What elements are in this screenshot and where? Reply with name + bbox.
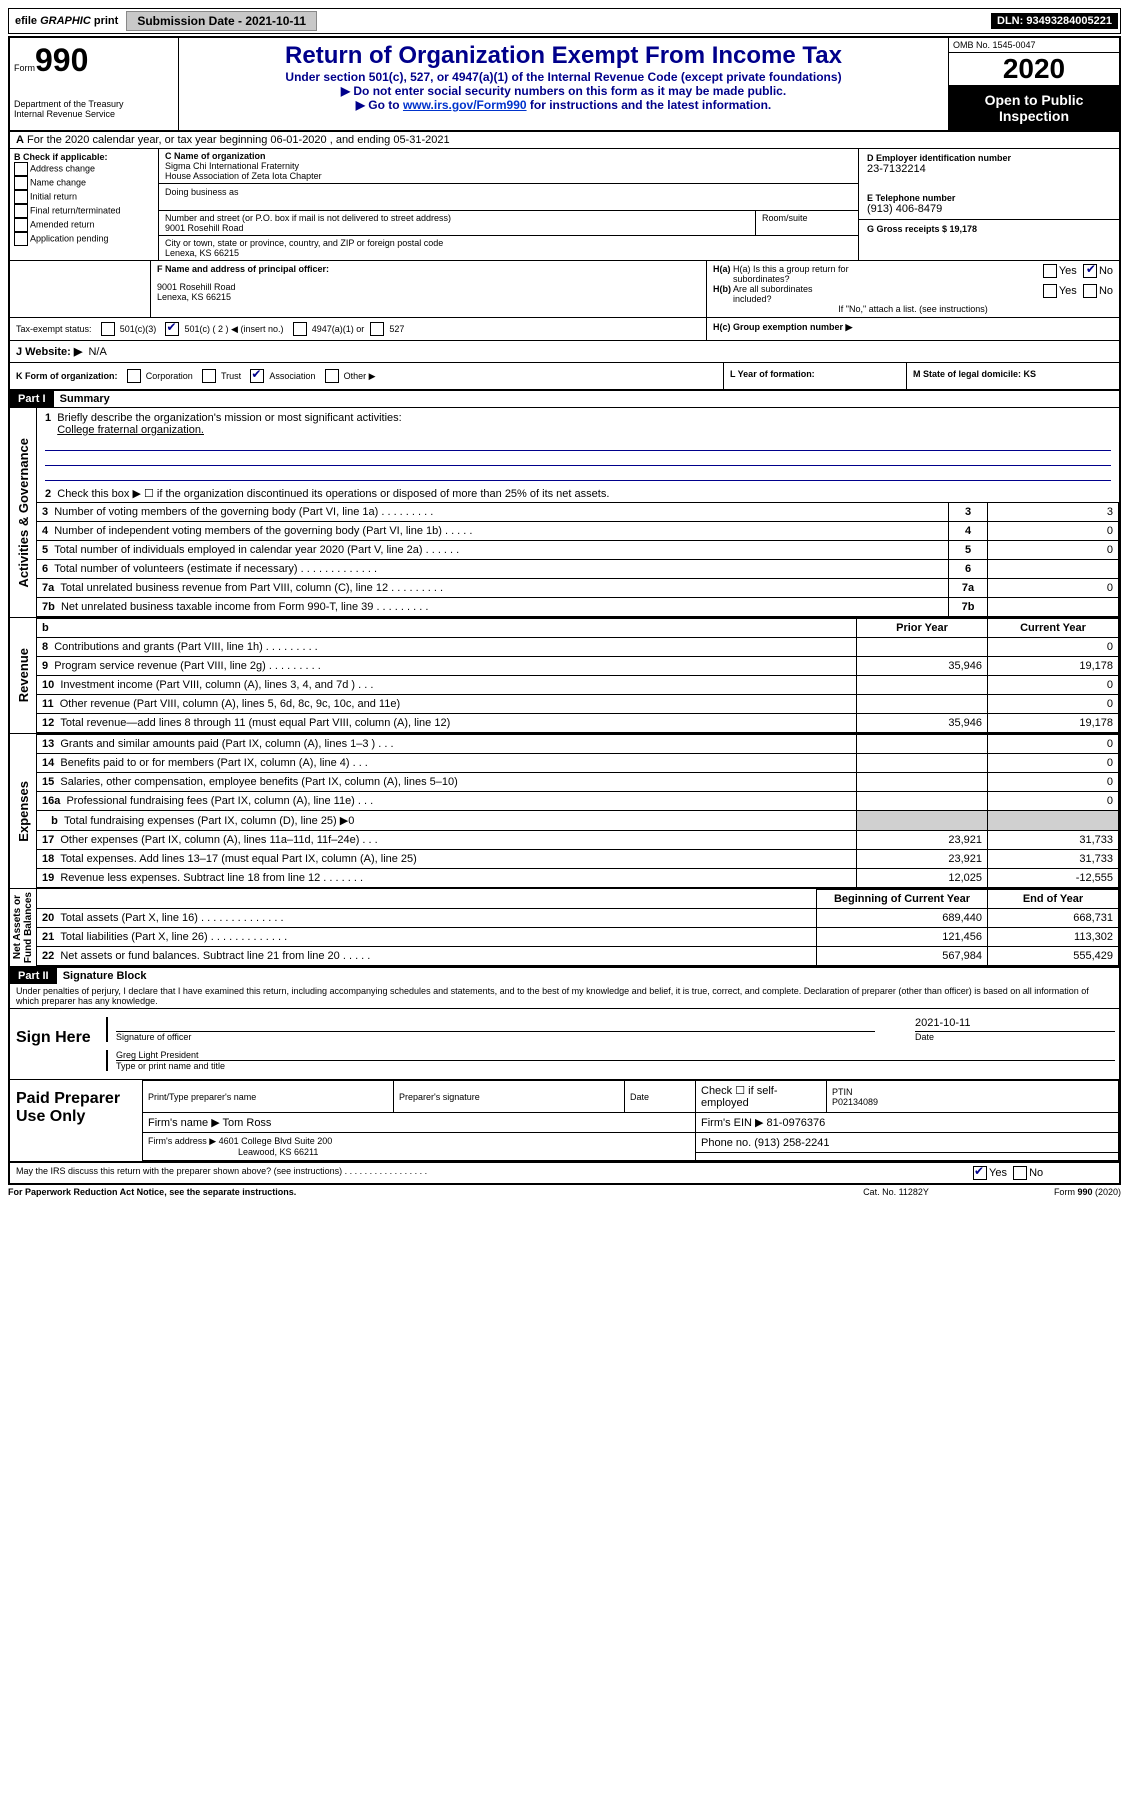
table-row: 18 Total expenses. Add lines 13–17 (must… — [37, 850, 1119, 869]
sig-officer-label: Signature of officer — [116, 1032, 875, 1042]
line-l: L Year of formation: — [723, 363, 906, 389]
box-deg: D Employer identification number23-71322… — [859, 149, 1119, 260]
box-f: F Name and address of principal officer:… — [151, 261, 707, 317]
net-table: Beginning of Current YearEnd of Year 20 … — [37, 889, 1119, 966]
table-row: 9 Program service revenue (Part VIII, li… — [37, 657, 1119, 676]
box-h: H(a) H(a) Is this a group return for sub… — [707, 261, 1119, 317]
table-row: 11 Other revenue (Part VIII, column (A),… — [37, 695, 1119, 714]
chk-app-pending[interactable] — [14, 232, 28, 246]
submission-date-button[interactable]: Submission Date - 2021-10-11 — [126, 11, 317, 31]
side-net: Net Assets or Fund Balances — [10, 889, 37, 966]
efile-label: efile GRAPHIC print — [11, 15, 122, 27]
irs-link[interactable]: www.irs.gov/Form990 — [403, 98, 527, 112]
summary-row: 7b Net unrelated business taxable income… — [37, 598, 1119, 617]
chk-trust[interactable] — [202, 369, 216, 383]
table-row: 19 Revenue less expenses. Subtract line … — [37, 869, 1119, 888]
chk-initial-return[interactable] — [14, 190, 28, 204]
q2-line: 2 Check this box ▶ ☐ if the organization… — [37, 485, 1119, 502]
table-row: 12 Total revenue—add lines 8 through 11 … — [37, 714, 1119, 733]
title-box: Return of Organization Exempt From Incom… — [179, 38, 949, 130]
summary-top-rows: 3 Number of voting members of the govern… — [37, 502, 1119, 617]
table-row: 16a Professional fundraising fees (Part … — [37, 792, 1119, 811]
table-row: 20 Total assets (Part X, line 16) . . . … — [37, 909, 1119, 928]
form-number-box: Form990 Department of the Treasury Inter… — [10, 38, 179, 130]
form-990-main: Form990 Department of the Treasury Inter… — [8, 36, 1121, 1185]
irs-discuss-row: May the IRS discuss this return with the… — [10, 1163, 1119, 1183]
chk-4947[interactable] — [293, 322, 307, 336]
side-revenue: Revenue — [10, 618, 37, 733]
table-row: 22 Net assets or fund balances. Subtract… — [37, 947, 1119, 966]
sig-date: 2021-10-11 — [915, 1017, 1115, 1032]
summary-row: 3 Number of voting members of the govern… — [37, 503, 1119, 522]
table-row: 14 Benefits paid to or for members (Part… — [37, 754, 1119, 773]
chk-assoc[interactable] — [250, 369, 264, 383]
part2-header: Part II Signature Block — [10, 968, 1119, 984]
chk-amended[interactable] — [14, 218, 28, 232]
paid-preparer-label: Paid Preparer Use Only — [10, 1080, 142, 1161]
chk-final-return[interactable] — [14, 204, 28, 218]
line-a: A For the 2020 calendar year, or tax yea… — [10, 132, 1119, 149]
chk-501c3[interactable] — [101, 322, 115, 336]
declaration: Under penalties of perjury, I declare th… — [10, 984, 1119, 1009]
table-row: 15 Salaries, other compensation, employe… — [37, 773, 1119, 792]
line-m: M State of legal domicile: KS — [906, 363, 1119, 389]
part1-header: Part I Summary — [10, 391, 1119, 408]
hb-no[interactable] — [1083, 284, 1097, 298]
preparer-table: Print/Type preparer's name Preparer's si… — [142, 1080, 1119, 1161]
table-row: 13 Grants and similar amounts paid (Part… — [37, 735, 1119, 754]
q1-block: 1 Briefly describe the organization's mi… — [37, 408, 1119, 485]
table-row: 21 Total liabilities (Part X, line 26) .… — [37, 928, 1119, 947]
sign-here-label: Sign Here — [10, 1009, 102, 1079]
box-hc: H(c) Group exemption number ▶ — [706, 318, 1119, 340]
year-box: OMB No. 1545-0047 2020 Open to Public In… — [949, 38, 1119, 130]
revenue-table: bPrior YearCurrent Year 8 Contributions … — [37, 618, 1119, 733]
summary-row: 6 Total number of volunteers (estimate i… — [37, 560, 1119, 579]
chk-corp[interactable] — [127, 369, 141, 383]
dln-label: DLN: 93493284005221 — [991, 13, 1118, 29]
chk-527[interactable] — [370, 322, 384, 336]
chk-other[interactable] — [325, 369, 339, 383]
chk-501c[interactable] — [165, 322, 179, 336]
irs-yes[interactable] — [973, 1166, 987, 1180]
box-c: C Name of organization Sigma Chi Interna… — [159, 149, 859, 260]
tax-exempt-row: Tax-exempt status: 501(c)(3) 501(c) ( 2 … — [10, 318, 706, 340]
box-b: B Check if applicable: Address change Na… — [10, 149, 159, 260]
ha-yes[interactable] — [1043, 264, 1057, 278]
chk-address-change[interactable] — [14, 162, 28, 176]
officer-name: Greg Light President — [116, 1050, 1115, 1061]
side-governance: Activities & Governance — [10, 408, 37, 617]
summary-row: 7a Total unrelated business revenue from… — [37, 579, 1119, 598]
side-expenses: Expenses — [10, 734, 37, 888]
summary-row: 4 Number of independent voting members o… — [37, 522, 1119, 541]
irs-no[interactable] — [1013, 1166, 1027, 1180]
hb-yes[interactable] — [1043, 284, 1057, 298]
table-row: 8 Contributions and grants (Part VIII, l… — [37, 638, 1119, 657]
summary-row: 5 Total number of individuals employed i… — [37, 541, 1119, 560]
chk-name-change[interactable] — [14, 176, 28, 190]
table-row: 17 Other expenses (Part IX, column (A), … — [37, 831, 1119, 850]
expenses-table: 13 Grants and similar amounts paid (Part… — [37, 734, 1119, 888]
line-j: J Website: ▶ N/A — [10, 341, 1119, 363]
ha-no[interactable] — [1083, 264, 1097, 278]
page-footer: For Paperwork Reduction Act Notice, see … — [8, 1185, 1121, 1199]
toolbar-bar: efile GRAPHIC print Submission Date - 20… — [8, 8, 1121, 34]
table-row: 10 Investment income (Part VIII, column … — [37, 676, 1119, 695]
line-k: K Form of organization: Corporation Trus… — [10, 363, 723, 389]
